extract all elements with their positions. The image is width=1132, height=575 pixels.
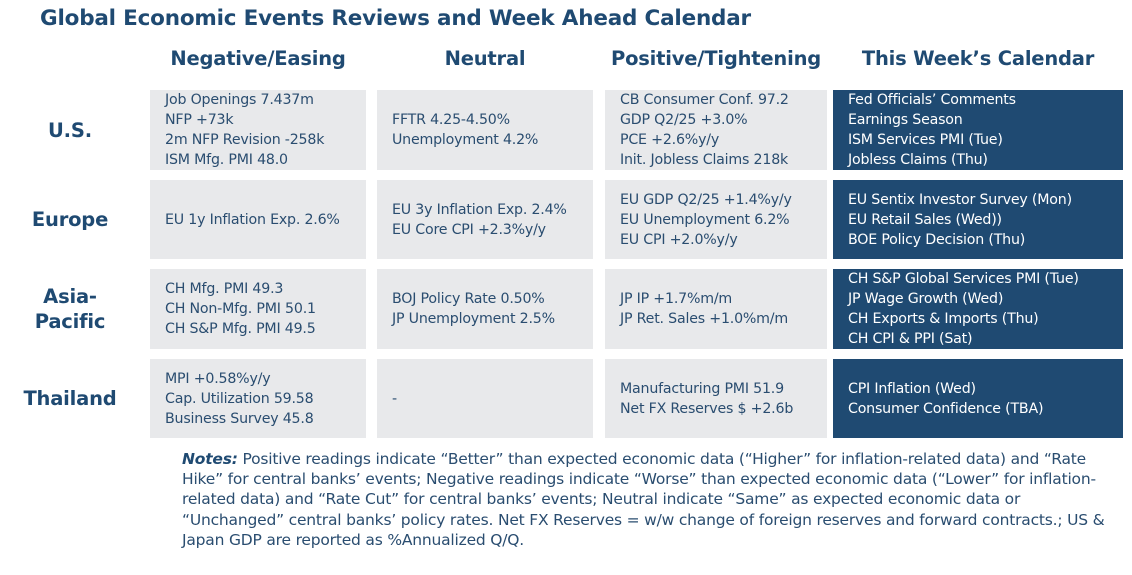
indicator-item: EU 1y Inflation Exp. 2.6% xyxy=(165,211,340,228)
column-header-neutral: Neutral xyxy=(444,47,526,70)
cell-u-s-positive: CB Consumer Conf. 97.2 GDP Q2/25 +3.0% PCE… xyxy=(605,90,827,170)
calendar-event: BOE Policy Decision (Thu) xyxy=(848,231,1026,248)
indicator-item: Manufacturing PMI 51.9 xyxy=(620,380,784,397)
row-label-u-s: U.S. xyxy=(0,90,140,170)
column-header-negative: Negative/Easing xyxy=(170,47,346,70)
column-header-calendar: This Week’s Calendar xyxy=(861,47,1095,70)
indicator-item: - xyxy=(392,390,397,407)
indicator-item: CH S&P Mfg. PMI 49.5 xyxy=(165,321,316,337)
indicator-item: ISM Mfg. PMI 48.0 xyxy=(165,152,288,168)
cell-europe-negative: EU 1y Inflation Exp. 2.6% xyxy=(150,180,366,259)
cell-thailand-negative: MPI +0.58%y/y Cap. Utilization 59.58 Busin… xyxy=(150,359,366,438)
indicator-item: BOJ Policy Rate 0.50% xyxy=(392,291,545,307)
cell-u-s-neutral: FFTR 4.25-4.50% Unemployment 4.2% xyxy=(377,90,593,170)
indicator-item: Job Openings 7.437m xyxy=(165,92,314,108)
indicator-item: EU Core CPI +2.3%y/y xyxy=(392,221,546,238)
cell-thailand-calendar: CPI Inflation (Wed) Consumer Confidence (… xyxy=(833,359,1123,438)
calendar-event: EU Retail Sales (Wed)) xyxy=(848,211,1002,228)
row-label-text: Asia- xyxy=(43,285,97,308)
row-label-asia-pacific: Asia- Pacific xyxy=(0,269,140,349)
cell-asia-pacific-calendar: CH S&P Global Services PMI (Tue) JP Wage … xyxy=(833,269,1123,349)
calendar-event: CH Exports & Imports (Thu) xyxy=(848,311,1039,327)
calendar-event: Earnings Season xyxy=(848,112,963,128)
indicator-item: JP IP +1.7%m/m xyxy=(620,291,733,307)
row-label-text: Pacific xyxy=(34,310,106,333)
cell-asia-pacific-negative: CH Mfg. PMI 49.3 CH Non-Mfg. PMI 50.1 CH S… xyxy=(150,269,366,349)
cell-thailand-neutral: - xyxy=(377,359,593,438)
indicator-item: EU CPI +2.0%y/y xyxy=(620,231,738,248)
calendar-event: EU Sentix Investor Survey (Mon) xyxy=(848,191,1072,208)
cell-u-s-calendar: Fed Officials’ Comments Earnings Season IS… xyxy=(833,90,1123,170)
notes-label: Notes: xyxy=(182,450,238,468)
indicator-item: CH Non-Mfg. PMI 50.1 xyxy=(165,301,316,317)
row-label-europe: Europe xyxy=(0,180,140,259)
indicator-item: JP Ret. Sales +1.0%m/m xyxy=(620,311,789,327)
calendar-event: CH S&P Global Services PMI (Tue) xyxy=(848,271,1079,287)
indicator-item: EU 3y Inflation Exp. 2.4% xyxy=(392,201,567,218)
row-label-text: Thailand xyxy=(23,387,117,410)
calendar-event: Consumer Confidence (TBA) xyxy=(848,400,1044,417)
calendar-event: CPI Inflation (Wed) xyxy=(848,380,976,397)
cell-europe-neutral: EU 3y Inflation Exp. 2.4% EU Core CPI +2.… xyxy=(377,180,593,259)
indicator-item: CH Mfg. PMI 49.3 xyxy=(165,281,284,297)
cell-europe-positive: EU GDP Q2/25 +1.4%y/y EU Unemployment 6.2… xyxy=(605,180,827,259)
row-label-thailand: Thailand xyxy=(0,359,140,438)
indicator-item: FFTR 4.25-4.50% xyxy=(392,112,510,128)
indicator-item: Init. Jobless Claims 218k xyxy=(620,152,789,168)
cell-europe-calendar: EU Sentix Investor Survey (Mon) EU Retail… xyxy=(833,180,1123,259)
cell-asia-pacific-neutral: BOJ Policy Rate 0.50% JP Unemployment 2.5… xyxy=(377,269,593,349)
calendar-event: ISM Services PMI (Tue) xyxy=(848,132,1003,148)
indicator-item: MPI +0.58%y/y xyxy=(165,370,271,387)
notes: Notes: Positive readings indicate “Bette… xyxy=(182,449,1112,550)
indicator-item: Net FX Reserves $ +2.6b xyxy=(620,400,794,417)
row-label-text: Europe xyxy=(31,208,109,231)
calendar-event: Fed Officials’ Comments xyxy=(848,92,1016,108)
cell-thailand-positive: Manufacturing PMI 51.9 Net FX Reserves $ … xyxy=(605,359,827,438)
indicator-item: EU GDP Q2/25 +1.4%y/y xyxy=(620,191,792,208)
indicator-item: 2m NFP Revision -258k xyxy=(165,132,325,148)
calendar-event: CH CPI & PPI (Sat) xyxy=(848,331,973,347)
indicator-item: CB Consumer Conf. 97.2 xyxy=(620,92,789,108)
indicator-item: Unemployment 4.2% xyxy=(392,132,539,148)
row-label-text: U.S. xyxy=(48,118,92,142)
notes-text: Positive readings indicate “Better” than… xyxy=(182,450,1105,549)
column-header-positive: Positive/Tightening xyxy=(610,47,822,70)
indicator-item: PCE +2.6%y/y xyxy=(620,132,720,148)
indicator-item: Cap. Utilization 59.58 xyxy=(165,390,314,407)
cell-u-s-negative: Job Openings 7.437m NFP +73k 2m NFP Revisi… xyxy=(150,90,366,170)
page-title: Global Economic Events Reviews and Week … xyxy=(40,6,751,31)
cell-asia-pacific-positive: JP IP +1.7%m/m JP Ret. Sales +1.0%m/m xyxy=(605,269,827,349)
indicator-item: Business Survey 45.8 xyxy=(165,410,314,427)
indicator-item: EU Unemployment 6.2% xyxy=(620,211,790,228)
calendar-event: Jobless Claims (Thu) xyxy=(848,152,988,168)
indicator-item: JP Unemployment 2.5% xyxy=(392,311,555,327)
indicator-item: NFP +73k xyxy=(165,112,234,128)
calendar-event: JP Wage Growth (Wed) xyxy=(848,291,1004,307)
indicator-item: GDP Q2/25 +3.0% xyxy=(620,112,748,128)
